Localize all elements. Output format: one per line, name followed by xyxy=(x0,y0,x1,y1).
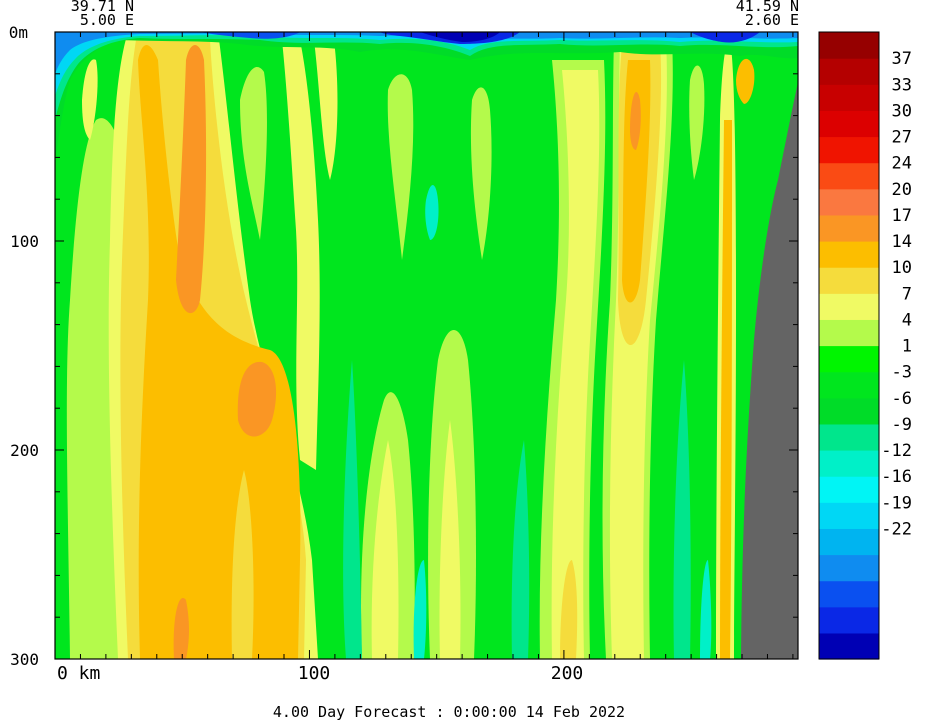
colorbar-swatch xyxy=(819,554,879,582)
field-band xyxy=(176,45,207,314)
colorbar-label: -12 xyxy=(881,441,912,461)
right-longitude: 2.60 E xyxy=(745,11,799,29)
y-axis-labels: 0m 100 200 300 xyxy=(9,23,39,669)
field-band xyxy=(736,58,755,104)
colorbar-label: 24 xyxy=(892,154,912,174)
land-mask xyxy=(741,82,798,659)
field-band xyxy=(689,65,705,180)
field-surface xyxy=(55,32,798,160)
colorbar-swatch xyxy=(819,528,879,556)
field-band xyxy=(551,70,600,659)
colorbar-swatch xyxy=(819,58,879,85)
field-cold-patch xyxy=(511,440,530,659)
field-band xyxy=(240,67,267,240)
colorbar-swatch xyxy=(819,136,879,164)
field-band xyxy=(231,470,254,659)
colorbar-swatch xyxy=(819,293,879,320)
forecast-caption: 4.00 Day Forecast : 0:00:00 14 Feb 2022 xyxy=(273,703,625,721)
colorbar-swatch xyxy=(819,450,879,477)
colorbar-swatch xyxy=(819,188,879,216)
colorbar-label: 1 xyxy=(902,337,912,357)
y-tick-label: 300 xyxy=(10,650,39,669)
colorbar-swatch xyxy=(819,319,879,347)
colorbar-swatch xyxy=(819,632,879,660)
x-tick-label: 100 xyxy=(298,663,331,684)
field-cold-patch xyxy=(413,560,427,659)
surface-layer xyxy=(200,32,300,39)
colorbar-swatch xyxy=(819,84,879,111)
x-tick-label: 200 xyxy=(551,663,584,684)
field-bands xyxy=(66,32,755,659)
colorbar xyxy=(818,31,880,660)
field-cold-patch xyxy=(425,185,439,240)
field-band xyxy=(314,40,338,180)
field-band xyxy=(630,91,641,150)
colorbar-label: -3 xyxy=(892,363,912,383)
field-cold xyxy=(343,185,712,659)
colorbar-label: 4 xyxy=(902,310,912,330)
colorbar-label: 7 xyxy=(902,284,912,304)
colorbar-label: 20 xyxy=(892,180,912,200)
field-band xyxy=(138,45,301,659)
colorbar-swatch xyxy=(819,476,879,503)
colorbar-swatch xyxy=(819,397,879,425)
y-tick-label: 200 xyxy=(10,441,39,460)
field-band xyxy=(470,87,492,261)
field-band xyxy=(371,440,399,659)
colorbar-swatch xyxy=(819,214,879,242)
field-band xyxy=(173,598,189,659)
field-band xyxy=(282,40,320,470)
colorbar-swatch xyxy=(819,32,879,59)
field-band xyxy=(237,361,277,437)
colorbar-swatch xyxy=(819,241,879,268)
colorbar-label: 33 xyxy=(892,75,912,95)
colorbar-label: 27 xyxy=(892,128,912,148)
colorbar-label: -22 xyxy=(881,519,912,539)
left-latitude: 39.71 N xyxy=(71,0,134,15)
colorbar-labels: 37 33 30 27 24 20 17 14 10 7 4 1 -3 -6 -9 -12 -16 -19 -22 xyxy=(881,49,912,539)
field-band xyxy=(560,560,578,659)
field-band xyxy=(622,60,651,303)
plot-area xyxy=(54,31,799,660)
y-tick-label: 0m xyxy=(9,23,28,42)
right-latitude: 41.59 N xyxy=(736,0,799,15)
colorbar-swatch xyxy=(819,162,879,190)
colorbar-label: 17 xyxy=(892,206,912,226)
field-cold-patch xyxy=(700,560,712,659)
field-cold-patch xyxy=(673,360,691,659)
field-band xyxy=(439,420,461,659)
field-cold-patch xyxy=(343,360,362,659)
colorbar-label: -6 xyxy=(892,389,912,409)
colorbar-swatch xyxy=(819,345,879,373)
colorbar-swatch xyxy=(819,110,879,138)
x-tick-label: 0 km xyxy=(57,663,100,684)
plot-frame xyxy=(54,31,799,660)
colorbar-label: 37 xyxy=(892,49,912,69)
colorbar-label: 30 xyxy=(892,101,912,121)
colorbar-swatch xyxy=(819,606,879,634)
axis-ticks xyxy=(54,31,798,660)
colorbar-swatch xyxy=(819,267,879,294)
colorbar-label: 10 xyxy=(892,258,912,278)
field-band xyxy=(720,120,732,659)
colorbar-swatch xyxy=(819,423,879,451)
colorbar-swatch xyxy=(819,371,879,399)
field-band xyxy=(387,74,414,260)
colorbar-label: -16 xyxy=(881,467,912,487)
field-band xyxy=(82,59,98,140)
surface-layer xyxy=(420,32,500,42)
x-axis-labels: 0 km 100 200 xyxy=(57,663,583,684)
colorbar-frame xyxy=(818,31,880,660)
colorbar-label: -9 xyxy=(892,415,912,435)
colorbar-swatch xyxy=(819,502,879,529)
left-longitude: 5.00 E xyxy=(80,11,134,29)
colorbar-label: 14 xyxy=(892,232,912,252)
y-tick-label: 100 xyxy=(10,232,39,251)
colorbar-swatch xyxy=(819,580,879,608)
colorbar-label: -19 xyxy=(881,493,912,513)
